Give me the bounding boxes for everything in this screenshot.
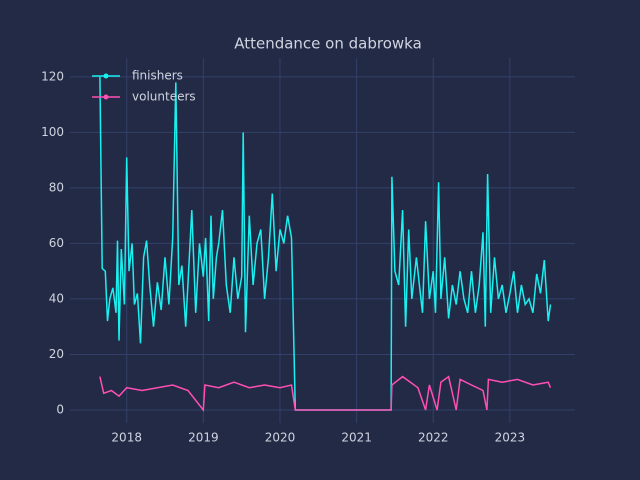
x-tick-label: 2020 (265, 431, 296, 445)
x-tick-label: 2021 (341, 431, 372, 445)
y-tick-label: 80 (49, 180, 64, 194)
y-tick-label: 100 (41, 125, 64, 139)
y-tick-label: 20 (49, 347, 64, 361)
x-tick-label: 2018 (111, 431, 142, 445)
series-line (99, 375, 552, 413)
legend-marker (103, 94, 109, 100)
x-tick-label: 2019 (188, 431, 219, 445)
legend-marker (103, 73, 109, 79)
y-tick-label: 60 (49, 236, 64, 250)
chart-title: Attendance on dabrowka (234, 35, 422, 53)
y-tick-label: 0 (56, 402, 64, 416)
y-tick-label: 120 (41, 69, 64, 83)
legend-label: volunteers (132, 90, 196, 104)
x-tick-label: 2023 (495, 431, 526, 445)
series-line (99, 76, 552, 411)
legend-label: finishers (132, 69, 183, 83)
x-tick-label: 2022 (418, 431, 449, 445)
y-tick-label: 40 (49, 291, 64, 305)
